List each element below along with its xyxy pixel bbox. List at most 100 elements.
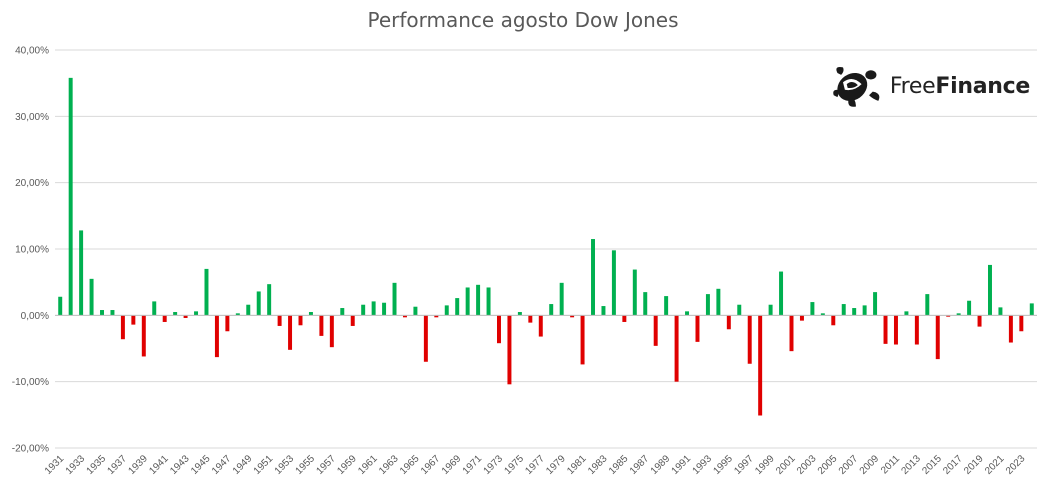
y-tick-label: 0,00%	[21, 311, 49, 322]
bar-1971	[476, 284, 481, 316]
bar-1970	[465, 287, 470, 316]
bar-1953	[288, 315, 293, 350]
bar-2006	[841, 304, 846, 316]
bar-1936	[110, 310, 115, 316]
x-tick-label: 1999	[753, 453, 777, 477]
bar-1964	[402, 315, 407, 318]
bar-1991	[685, 311, 690, 316]
x-tick-label: 2005	[816, 453, 840, 477]
bar-1973	[497, 315, 501, 344]
bar-2008	[862, 305, 867, 316]
x-tick-label: 1957	[314, 453, 338, 477]
x-tick-label: 1931	[43, 453, 67, 477]
bar-2019	[977, 315, 982, 327]
x-tick-label: 1979	[544, 453, 568, 477]
bar-2002	[799, 315, 804, 321]
bar-1961	[371, 301, 376, 316]
bar-1998	[758, 315, 763, 416]
bar-1968	[444, 305, 449, 316]
y-tick-label: -20,00%	[12, 444, 49, 455]
bar-2012	[904, 311, 909, 316]
bar-2020	[988, 264, 992, 316]
bar-1948	[235, 313, 240, 316]
bar-2007	[852, 308, 857, 316]
bar-2021	[998, 307, 1003, 316]
x-tick-label: 1975	[502, 453, 526, 477]
bar-1942	[173, 312, 178, 316]
x-tick-label: 2019	[962, 453, 986, 477]
bar-1986	[632, 269, 637, 316]
bar-1987	[643, 292, 648, 316]
bar-1996	[737, 304, 742, 316]
x-tick-label: 1987	[628, 453, 652, 477]
x-tick-label: 1965	[398, 453, 422, 477]
bar-2009	[873, 292, 878, 316]
bar-1932	[68, 77, 73, 316]
x-tick-label: 1945	[189, 453, 213, 477]
bar-1966	[423, 315, 428, 362]
bar-1999	[768, 304, 773, 316]
x-tick-label: 2003	[795, 453, 819, 477]
x-tick-label: 1963	[377, 453, 401, 477]
x-tick-label: 2021	[983, 453, 1007, 477]
bar-2003	[810, 302, 815, 316]
bar-1954	[298, 315, 303, 326]
bar-1949	[246, 304, 251, 316]
x-tick-label: 1953	[273, 453, 297, 477]
x-tick-label: 1959	[335, 453, 359, 477]
bar-1958	[340, 308, 345, 316]
bar-1997	[747, 315, 752, 364]
freefinance-logo: FreeFinance	[830, 60, 1030, 112]
x-tick-label: 1967	[419, 453, 443, 477]
bar-2001	[789, 315, 794, 352]
bar-1994	[716, 288, 721, 316]
x-tick-label: 2001	[774, 453, 798, 477]
bar-1990	[674, 315, 679, 382]
x-tick-label: 2011	[879, 453, 902, 476]
x-tick-label: 1993	[691, 453, 715, 477]
bar-1974	[507, 315, 512, 385]
x-tick-label: 2009	[858, 453, 882, 477]
bar-1941	[162, 315, 167, 322]
x-tick-label: 1973	[482, 453, 506, 477]
x-tick-label: 2015	[920, 453, 944, 477]
bar-1934	[89, 278, 94, 316]
chart-title: Performance agosto Dow Jones	[367, 8, 679, 32]
x-tick-label: 1941	[147, 453, 171, 477]
x-tick-label: 1991	[670, 453, 694, 477]
logo-wordmark: FreeFinance	[890, 74, 1030, 99]
bar-1947	[225, 315, 230, 332]
bar-1945	[204, 268, 209, 316]
x-tick-label: 1995	[711, 453, 735, 477]
y-axis-ticks: 40,00% 30,00% 20,00% 10,00% 0,00% -10,00% -20,…	[12, 46, 49, 455]
y-tick-label: 10,00%	[15, 245, 49, 256]
bar-1967	[434, 315, 439, 318]
bar-1931	[58, 296, 63, 316]
x-axis-ticks: 1931193319351937193919411943194519471949…	[43, 453, 1028, 477]
x-tick-label: 1983	[586, 453, 610, 477]
logo-name-part2: Finance	[935, 73, 1030, 99]
bar-2017	[956, 313, 961, 316]
bar-2018	[967, 300, 972, 316]
bar-2024	[1029, 303, 1034, 316]
bar-2010	[883, 315, 888, 344]
bar-1976	[528, 315, 533, 323]
x-tick-label: 2013	[899, 453, 923, 477]
bar-1959	[350, 315, 355, 326]
bar-1952	[277, 315, 282, 326]
bar-1935	[100, 310, 104, 316]
turtle-icon	[833, 67, 880, 107]
x-tick-label: 1977	[523, 453, 547, 477]
y-tick-label: 30,00%	[15, 112, 49, 123]
bar-1995	[726, 315, 731, 330]
bar-1984	[611, 250, 616, 316]
x-tick-label: 1939	[126, 453, 150, 477]
x-tick-label: 1951	[252, 453, 276, 477]
bar-1956	[319, 315, 324, 336]
bar-1933	[79, 230, 84, 316]
bar-1969	[455, 298, 460, 316]
bar-1989	[664, 296, 669, 316]
bar-1940	[152, 301, 157, 316]
